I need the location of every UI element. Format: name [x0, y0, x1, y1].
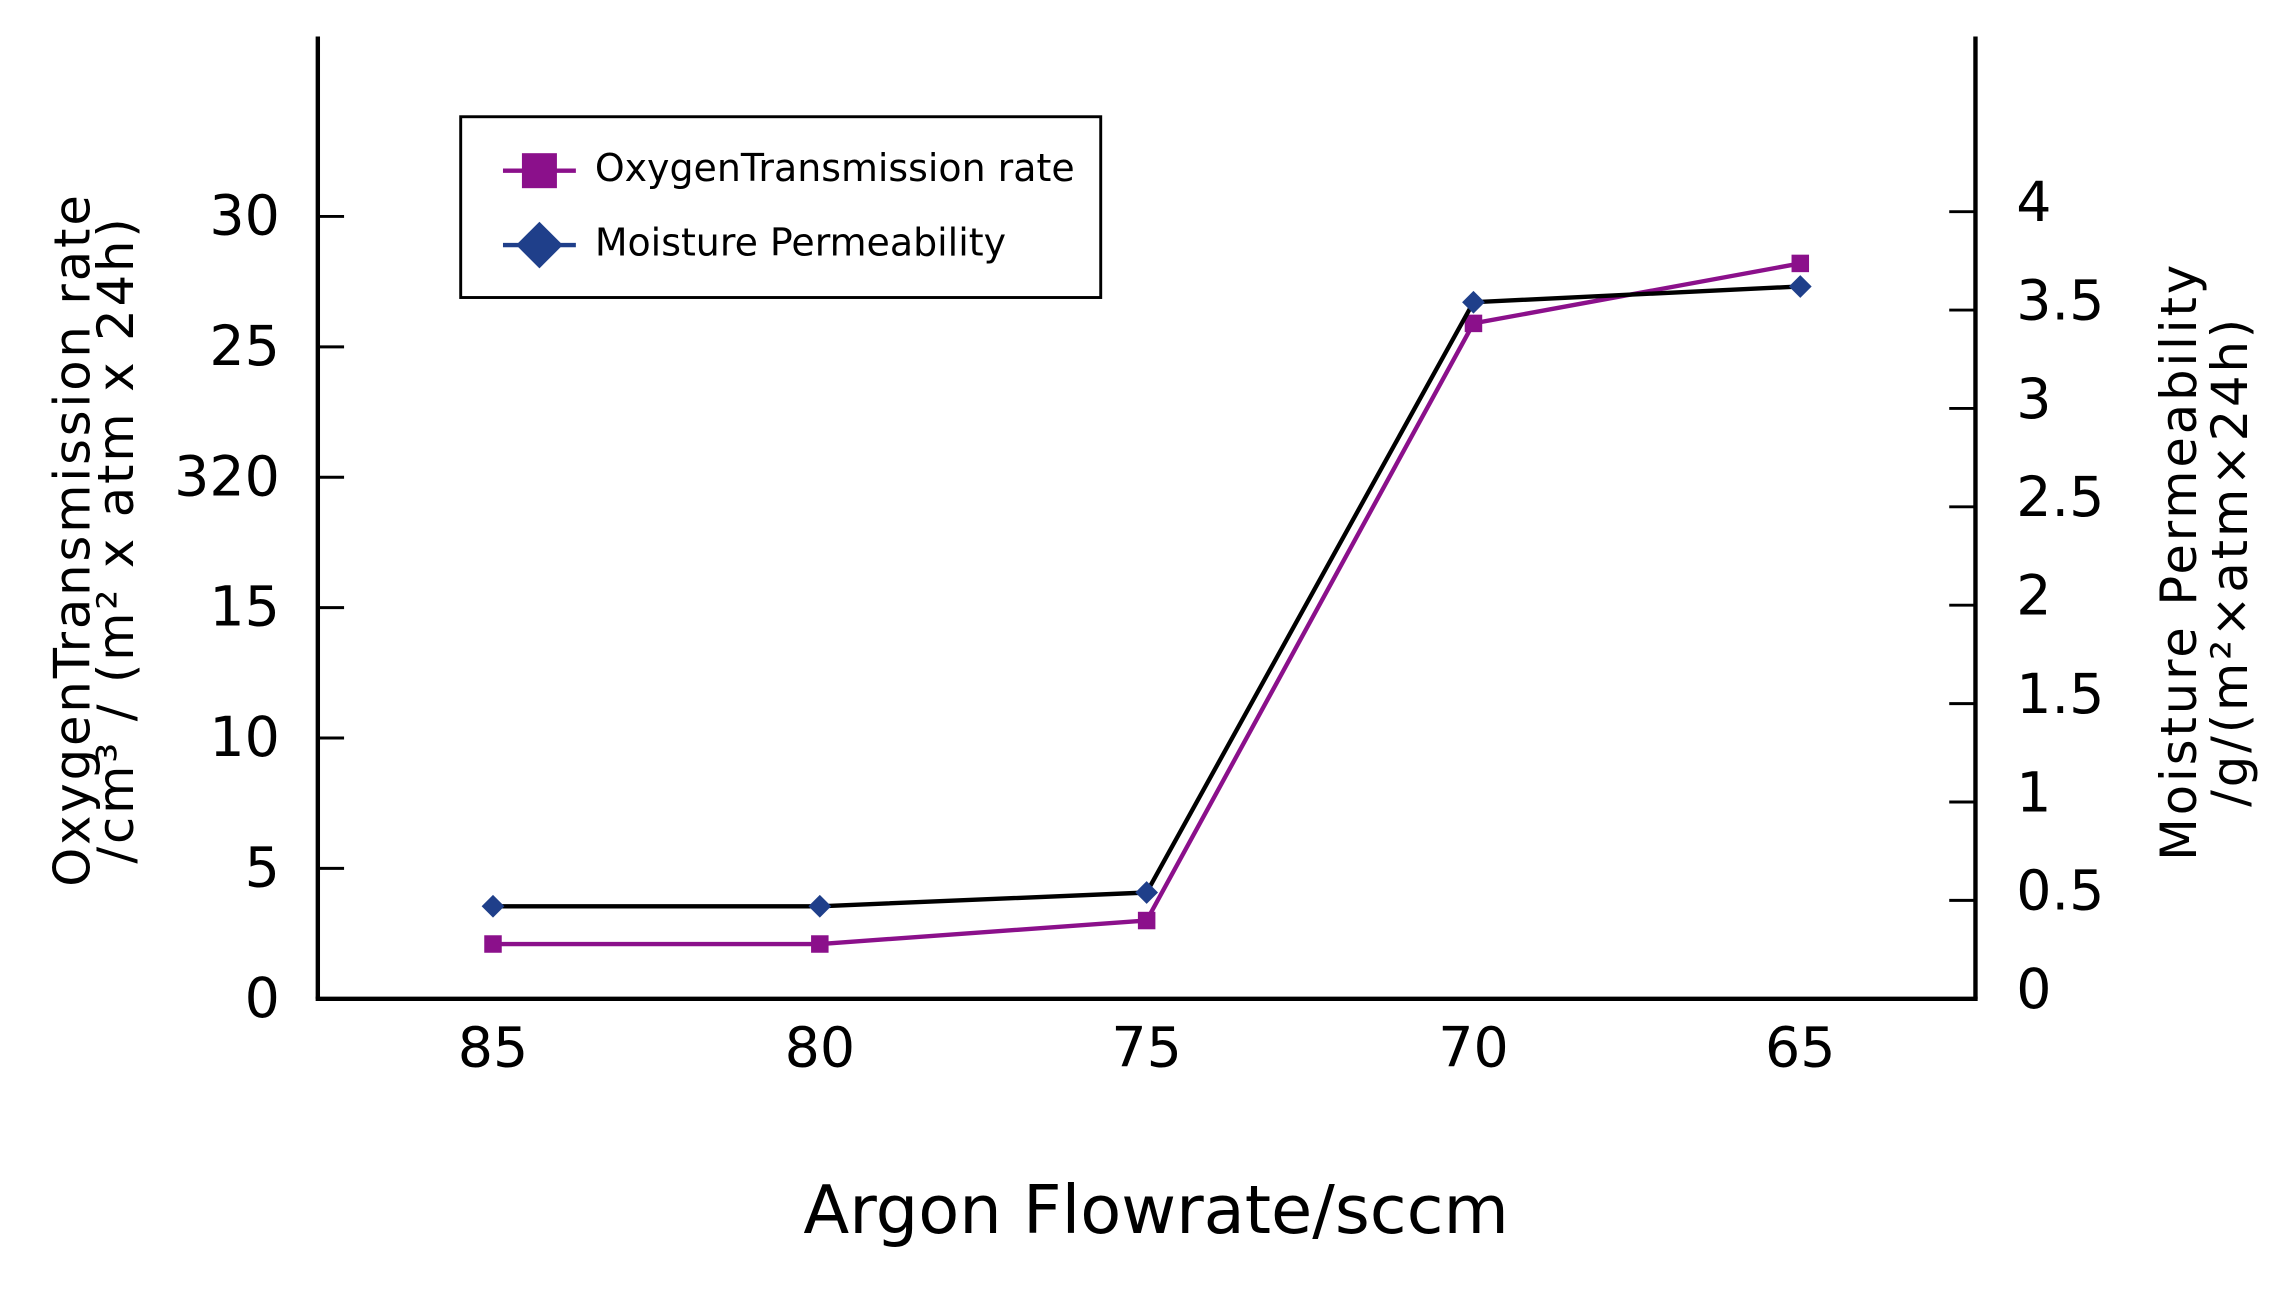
y-tick-label: 0 [245, 967, 280, 1031]
legend-marker [521, 153, 557, 189]
y2-tick-label: 1 [2016, 761, 2051, 825]
marker [1464, 314, 1483, 333]
x-tick-label: 70 [1438, 1016, 1508, 1080]
y-axis-label: OxygenTransmission rate [43, 192, 101, 887]
y-tick-label: 320 [174, 445, 280, 509]
y2-axis-label: Moisture Permeability [2150, 262, 2208, 861]
x-tick-label: 80 [785, 1016, 855, 1080]
y-tick-label: 5 [245, 836, 280, 900]
legend-label: OxygenTransmission rate [595, 146, 1075, 190]
marker [1791, 254, 1810, 273]
y-tick-label: 10 [209, 706, 279, 770]
line [493, 261, 1801, 947]
x-tick-label: 65 [1765, 1016, 1835, 1080]
x-tick-label: 75 [1111, 1016, 1181, 1080]
y-axis-label: /cm³ / (m² x atm x 24h) [87, 215, 145, 863]
marker [811, 935, 829, 953]
marker [1462, 290, 1485, 314]
y2-axis-label: /g/(m²×atm×24h) [2201, 316, 2259, 807]
legend-label: Moisture Permeability [595, 221, 1006, 265]
y2-tick-label: 0 [2016, 958, 2051, 1022]
y-tick-label: 30 [209, 185, 279, 249]
marker [1137, 911, 1156, 930]
y-tick-label: 15 [209, 576, 279, 640]
legend-box [459, 115, 1103, 299]
y2-tick-label: 2 [2016, 565, 2051, 629]
marker [808, 894, 832, 918]
y2-tick-label: 2.5 [2016, 466, 2104, 530]
y2-tick-label: 3 [2016, 368, 2051, 432]
legend-marker [516, 221, 563, 269]
y2-tick-label: 1.5 [2016, 663, 2104, 727]
x-tick-label: 85 [458, 1016, 528, 1080]
marker [484, 935, 502, 953]
y2-tick-label: 3.5 [2016, 269, 2104, 333]
y2-tick-label: 4 [2016, 171, 2051, 235]
marker [1788, 275, 1812, 298]
marker [1135, 881, 1159, 904]
marker [481, 894, 505, 918]
y-tick-label: 25 [209, 315, 279, 379]
y2-tick-label: 0.5 [2016, 860, 2104, 924]
line [493, 284, 1801, 909]
x-axis-label: Argon Flowrate/sccm [803, 1171, 1508, 1249]
